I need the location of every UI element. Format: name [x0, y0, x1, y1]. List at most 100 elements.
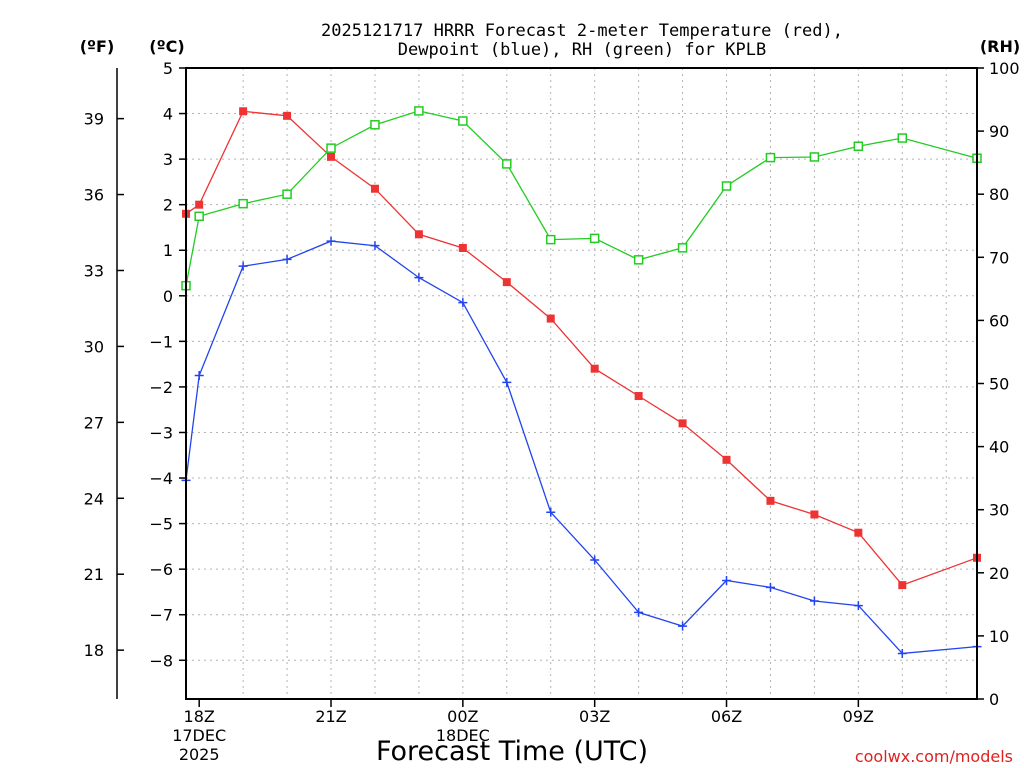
temperature-marker: [634, 392, 643, 401]
temperature-marker: [502, 278, 511, 287]
rh-marker: [370, 120, 380, 130]
celsius-tick-label: 3: [163, 150, 173, 169]
rh-tick-label: 50: [989, 375, 1009, 394]
rh-marker: [633, 255, 644, 265]
rh-tick-label: 0: [989, 690, 999, 709]
celsius-tick-label: 1: [163, 241, 173, 260]
dewpoint-marker: [238, 261, 248, 271]
x-tick-label: 00Z: [447, 707, 478, 726]
celsius-tick-label: 2: [163, 196, 173, 215]
rh-marker: [897, 133, 908, 143]
rh-tick-label: 80: [989, 185, 1009, 204]
celsius-tick-label: −4: [149, 469, 173, 488]
celsius-tick-label: −8: [149, 651, 173, 670]
rh-tick-label: 10: [989, 627, 1009, 646]
rh-line: [185, 110, 978, 286]
rh-marker: [238, 198, 248, 209]
dewpoint-marker: [590, 555, 600, 565]
x-tick-date-label: 18DEC: [436, 726, 490, 745]
temperature-marker: [283, 111, 292, 120]
rh-tick-label: 40: [989, 438, 1009, 457]
dewpoint-marker: [722, 576, 732, 586]
fahrenheit-tick-label: 36: [84, 186, 104, 205]
temperature-marker: [854, 528, 863, 537]
celsius-tick-label: 4: [163, 105, 173, 124]
rh-marker: [414, 106, 424, 116]
chart-title-line-2: Dewpoint (blue), RH (green) for KPLB: [398, 40, 766, 60]
rh-marker: [677, 243, 688, 253]
fahrenheit-tick-label: 30: [84, 337, 104, 356]
dewpoint-marker: [765, 582, 775, 592]
temperature-marker: [766, 496, 775, 505]
dewpoint-marker: [282, 254, 292, 264]
rh-marker: [589, 233, 600, 244]
celsius-tick-label: 5: [163, 59, 173, 78]
rh-marker: [545, 234, 556, 245]
x-tick-label: 06Z: [711, 707, 742, 726]
fahrenheit-tick-label: 24: [84, 489, 104, 508]
temperature-marker: [590, 364, 599, 373]
rh-tick-label: 90: [989, 122, 1009, 141]
rh-tick-label: 100: [989, 59, 1020, 78]
fahrenheit-unit-label: (ºF): [80, 37, 115, 56]
rh-marker: [853, 141, 864, 151]
x-tick-label: 21Z: [315, 707, 346, 726]
celsius-unit-label: (ºC): [149, 37, 184, 56]
fahrenheit-tick-label: 39: [84, 110, 104, 129]
watermark: coolwx.com/models: [855, 747, 1013, 766]
celsius-tick-label: −5: [149, 515, 173, 534]
rh-tick-label: 30: [989, 501, 1009, 520]
rh-marker: [194, 211, 204, 222]
temperature-marker: [722, 455, 731, 464]
rh-tick-label: 60: [989, 311, 1009, 330]
fahrenheit-tick-label: 27: [84, 413, 104, 432]
dewpoint-marker: [853, 601, 863, 611]
temperature-marker: [327, 152, 336, 161]
fahrenheit-tick-label: 21: [84, 565, 104, 584]
dewpoint-marker: [458, 298, 468, 308]
celsius-tick-label: 0: [163, 287, 173, 306]
dewpoint-marker: [502, 377, 512, 387]
temperature-marker: [370, 184, 379, 193]
dewpoint-marker: [370, 241, 380, 251]
rh-marker: [502, 159, 512, 169]
dewpoint-marker: [809, 596, 819, 606]
temperature-marker: [458, 243, 467, 252]
dewpoint-marker: [678, 621, 688, 631]
dewpoint-marker: [414, 273, 424, 283]
series-layer: [181, 106, 982, 658]
axes-layer: 543210−1−2−3−4−5−6−7−8393633302724211810…: [84, 59, 1020, 764]
rh-marker: [326, 143, 336, 153]
rh-marker: [282, 189, 292, 199]
x-tick-label: 18Z: [184, 707, 215, 726]
x-tick-date-label: 2025: [179, 745, 220, 764]
rh-marker: [458, 116, 468, 126]
x-axis-title: Forecast Time (UTC): [376, 736, 648, 767]
celsius-tick-label: −2: [149, 378, 173, 397]
rh-tick-label: 20: [989, 564, 1009, 583]
dewpoint-marker: [194, 371, 204, 381]
celsius-tick-label: −1: [149, 332, 173, 351]
temperature-marker: [678, 419, 687, 428]
temperature-marker: [810, 510, 819, 519]
x-tick-label: 09Z: [843, 707, 874, 726]
temperature-marker: [898, 581, 907, 590]
chart-title-line-1: 2025121717 HRRR Forecast 2-meter Tempera…: [321, 21, 843, 41]
rh-marker: [809, 152, 820, 162]
x-tick-label: 03Z: [579, 707, 610, 726]
celsius-tick-label: −7: [149, 606, 173, 625]
temperature-marker: [414, 230, 423, 239]
fahrenheit-tick-label: 33: [84, 261, 104, 280]
celsius-tick-label: −6: [149, 560, 173, 579]
temperature-marker: [546, 314, 555, 323]
temperature-marker: [239, 107, 248, 116]
rh-tick-label: 70: [989, 248, 1009, 267]
dewpoint-marker: [546, 507, 556, 517]
fahrenheit-tick-label: 18: [84, 641, 104, 660]
temperature-marker: [195, 200, 204, 209]
rh-marker: [721, 181, 732, 191]
dewpoint-marker: [634, 607, 644, 617]
rh-marker: [765, 152, 776, 163]
